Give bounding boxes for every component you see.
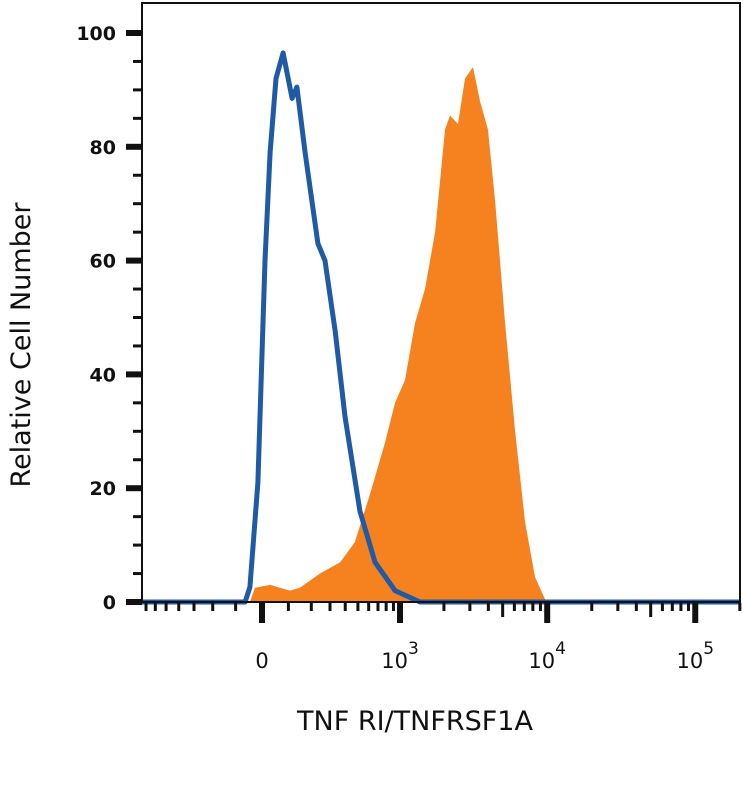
plot-frame [141, 2, 741, 603]
x-tick-label: 105 [676, 639, 714, 673]
x-tick-exponent: 3 [408, 639, 419, 659]
y-axis-title: Relative Cell Number [6, 202, 37, 488]
x-tick-exponent: 5 [703, 639, 714, 659]
x-tick-exponent: 4 [555, 639, 566, 659]
x-tick-base: 0 [255, 649, 268, 673]
y-tick-label: 80 [90, 137, 116, 159]
x-tick-base: 10 [381, 649, 408, 673]
y-tick-label: 20 [90, 478, 116, 500]
x-tick-base: 10 [528, 649, 555, 673]
series-layer [142, 50, 740, 605]
x-axis-title: TNF RI/TNFRSF1A [296, 706, 533, 737]
y-tick-label: 100 [76, 23, 116, 45]
x-tick-label: 103 [381, 639, 419, 673]
x-tick-base: 10 [676, 649, 703, 673]
y-tick-label: 60 [90, 251, 116, 273]
x-tick-label: 0 [255, 649, 268, 673]
series-1-line [142, 50, 740, 605]
y-tick-label: 0 [103, 592, 116, 614]
y-tick-label: 40 [90, 364, 116, 386]
series-0-area [142, 67, 740, 603]
x-tick-label: 104 [528, 639, 566, 673]
